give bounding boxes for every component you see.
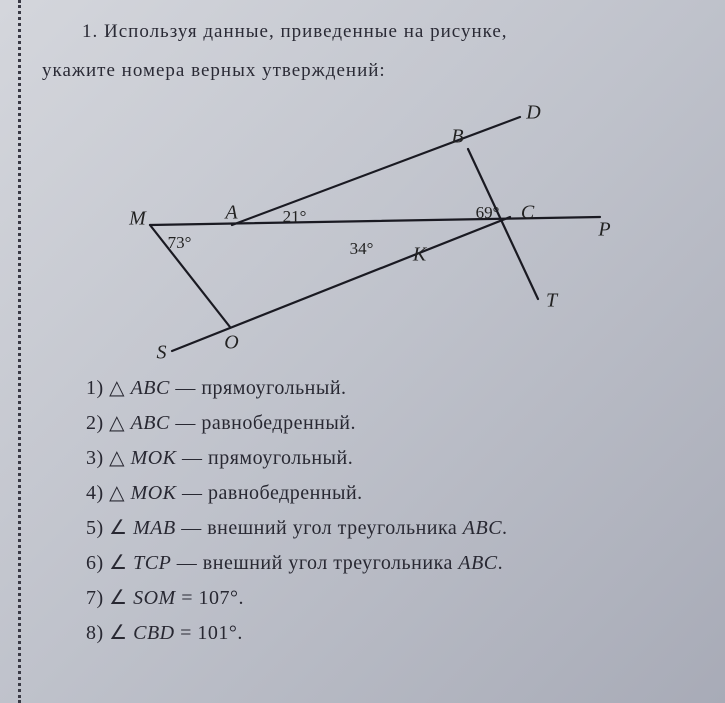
stmt-tail-dot: . <box>498 552 504 574</box>
stmt-object: MOK <box>131 482 177 504</box>
angle-label-at_C_69: 69° <box>476 203 500 223</box>
stmt-number: 5) <box>86 517 109 539</box>
triangle-symbol: △ <box>109 412 130 434</box>
stmt-number: 8) <box>86 622 109 644</box>
angle-symbol: ∠ <box>109 587 133 609</box>
stmt-equals: = 107°. <box>176 587 244 609</box>
stmt-tail-dot: . <box>502 517 508 539</box>
stmt-text: внешний угол треугольника <box>203 552 459 574</box>
stmt-text: равнобедренный. <box>201 412 356 434</box>
stmt-text: прямоугольный. <box>208 447 353 469</box>
point-label-T: T <box>546 290 557 313</box>
angle-symbol: ∠ <box>109 517 133 539</box>
angle-symbol: ∠ <box>109 552 133 574</box>
statement-7: 7) ∠ SOM = 107°. <box>86 583 697 614</box>
point-label-A: A <box>225 202 237 225</box>
point-label-B: B <box>451 126 463 149</box>
angle-label-at_M_73: 73° <box>168 233 192 253</box>
problem-line-2: укажите номера верных утверждений: <box>42 57 697 86</box>
point-label-K: K <box>413 244 426 267</box>
point-label-M: M <box>129 208 146 231</box>
stmt-object: CBD <box>133 622 175 644</box>
angle-symbol: ∠ <box>109 622 133 644</box>
stmt-object: TCP <box>133 552 171 574</box>
stmt-number: 6) <box>86 552 109 574</box>
point-label-O: O <box>224 332 238 355</box>
worksheet-page: 1. Используя данные, приведенные на рису… <box>0 0 725 703</box>
stmt-number: 3) <box>86 447 109 469</box>
statement-1: 1) △ ABC — прямоугольный. <box>86 373 697 404</box>
point-label-C: C <box>521 202 534 225</box>
point-label-S: S <box>157 342 167 365</box>
statement-list: 1) △ ABC — прямоугольный. 2) △ ABC — равн… <box>42 373 697 649</box>
stmt-dash: — <box>176 517 208 539</box>
stmt-object: SOM <box>133 587 176 609</box>
triangle-symbol: △ <box>109 377 130 399</box>
stmt-dash: — <box>177 447 209 469</box>
stmt-object: ABC <box>131 412 170 434</box>
stmt-dash: — <box>170 377 202 399</box>
stmt-number: 1) <box>86 377 109 399</box>
stmt-number: 2) <box>86 412 109 434</box>
statement-3: 3) △ MOK — прямоугольный. <box>86 443 697 474</box>
stmt-object: MOK <box>131 447 177 469</box>
stmt-text: внешний угол треугольника <box>207 517 463 539</box>
stmt-equals: = 101°. <box>175 622 243 644</box>
stmt-dash: — <box>171 552 203 574</box>
statement-5: 5) ∠ MAB — внешний угол треугольника ABC… <box>86 513 697 544</box>
stmt-number: 7) <box>86 587 109 609</box>
point-label-D: D <box>526 102 540 125</box>
angle-label-at_A_21: 21° <box>283 207 307 227</box>
angle-label-at_K_34: 34° <box>350 239 374 259</box>
stmt-object: MAB <box>133 517 176 539</box>
problem-line-1: 1. Используя данные, приведенные на рису… <box>42 18 697 47</box>
stmt-dash: — <box>177 482 209 504</box>
segment-SC <box>172 217 510 351</box>
left-dotted-margin <box>18 0 21 703</box>
stmt-object: ABC <box>131 377 170 399</box>
stmt-number: 4) <box>86 482 109 504</box>
triangle-symbol: △ <box>109 482 130 504</box>
statement-6: 6) ∠ TCP — внешний угол треугольника ABC… <box>86 548 697 579</box>
statement-8: 8) ∠ CBD = 101°. <box>86 618 697 649</box>
stmt-text: прямоугольный. <box>201 377 346 399</box>
stmt-dash: — <box>170 412 202 434</box>
point-label-P: P <box>598 219 610 242</box>
stmt-tail-object: ABC <box>458 552 497 574</box>
triangle-symbol: △ <box>109 447 130 469</box>
diagram-svg <box>90 95 650 355</box>
statement-4: 4) △ MOK — равнобедренный. <box>86 478 697 509</box>
stmt-text: равнобедренный. <box>208 482 363 504</box>
statement-2: 2) △ ABC — равнобедренный. <box>86 408 697 439</box>
geometry-diagram: MAKCPBDOST21°69°73°34° <box>90 95 650 355</box>
stmt-tail-object: ABC <box>463 517 502 539</box>
